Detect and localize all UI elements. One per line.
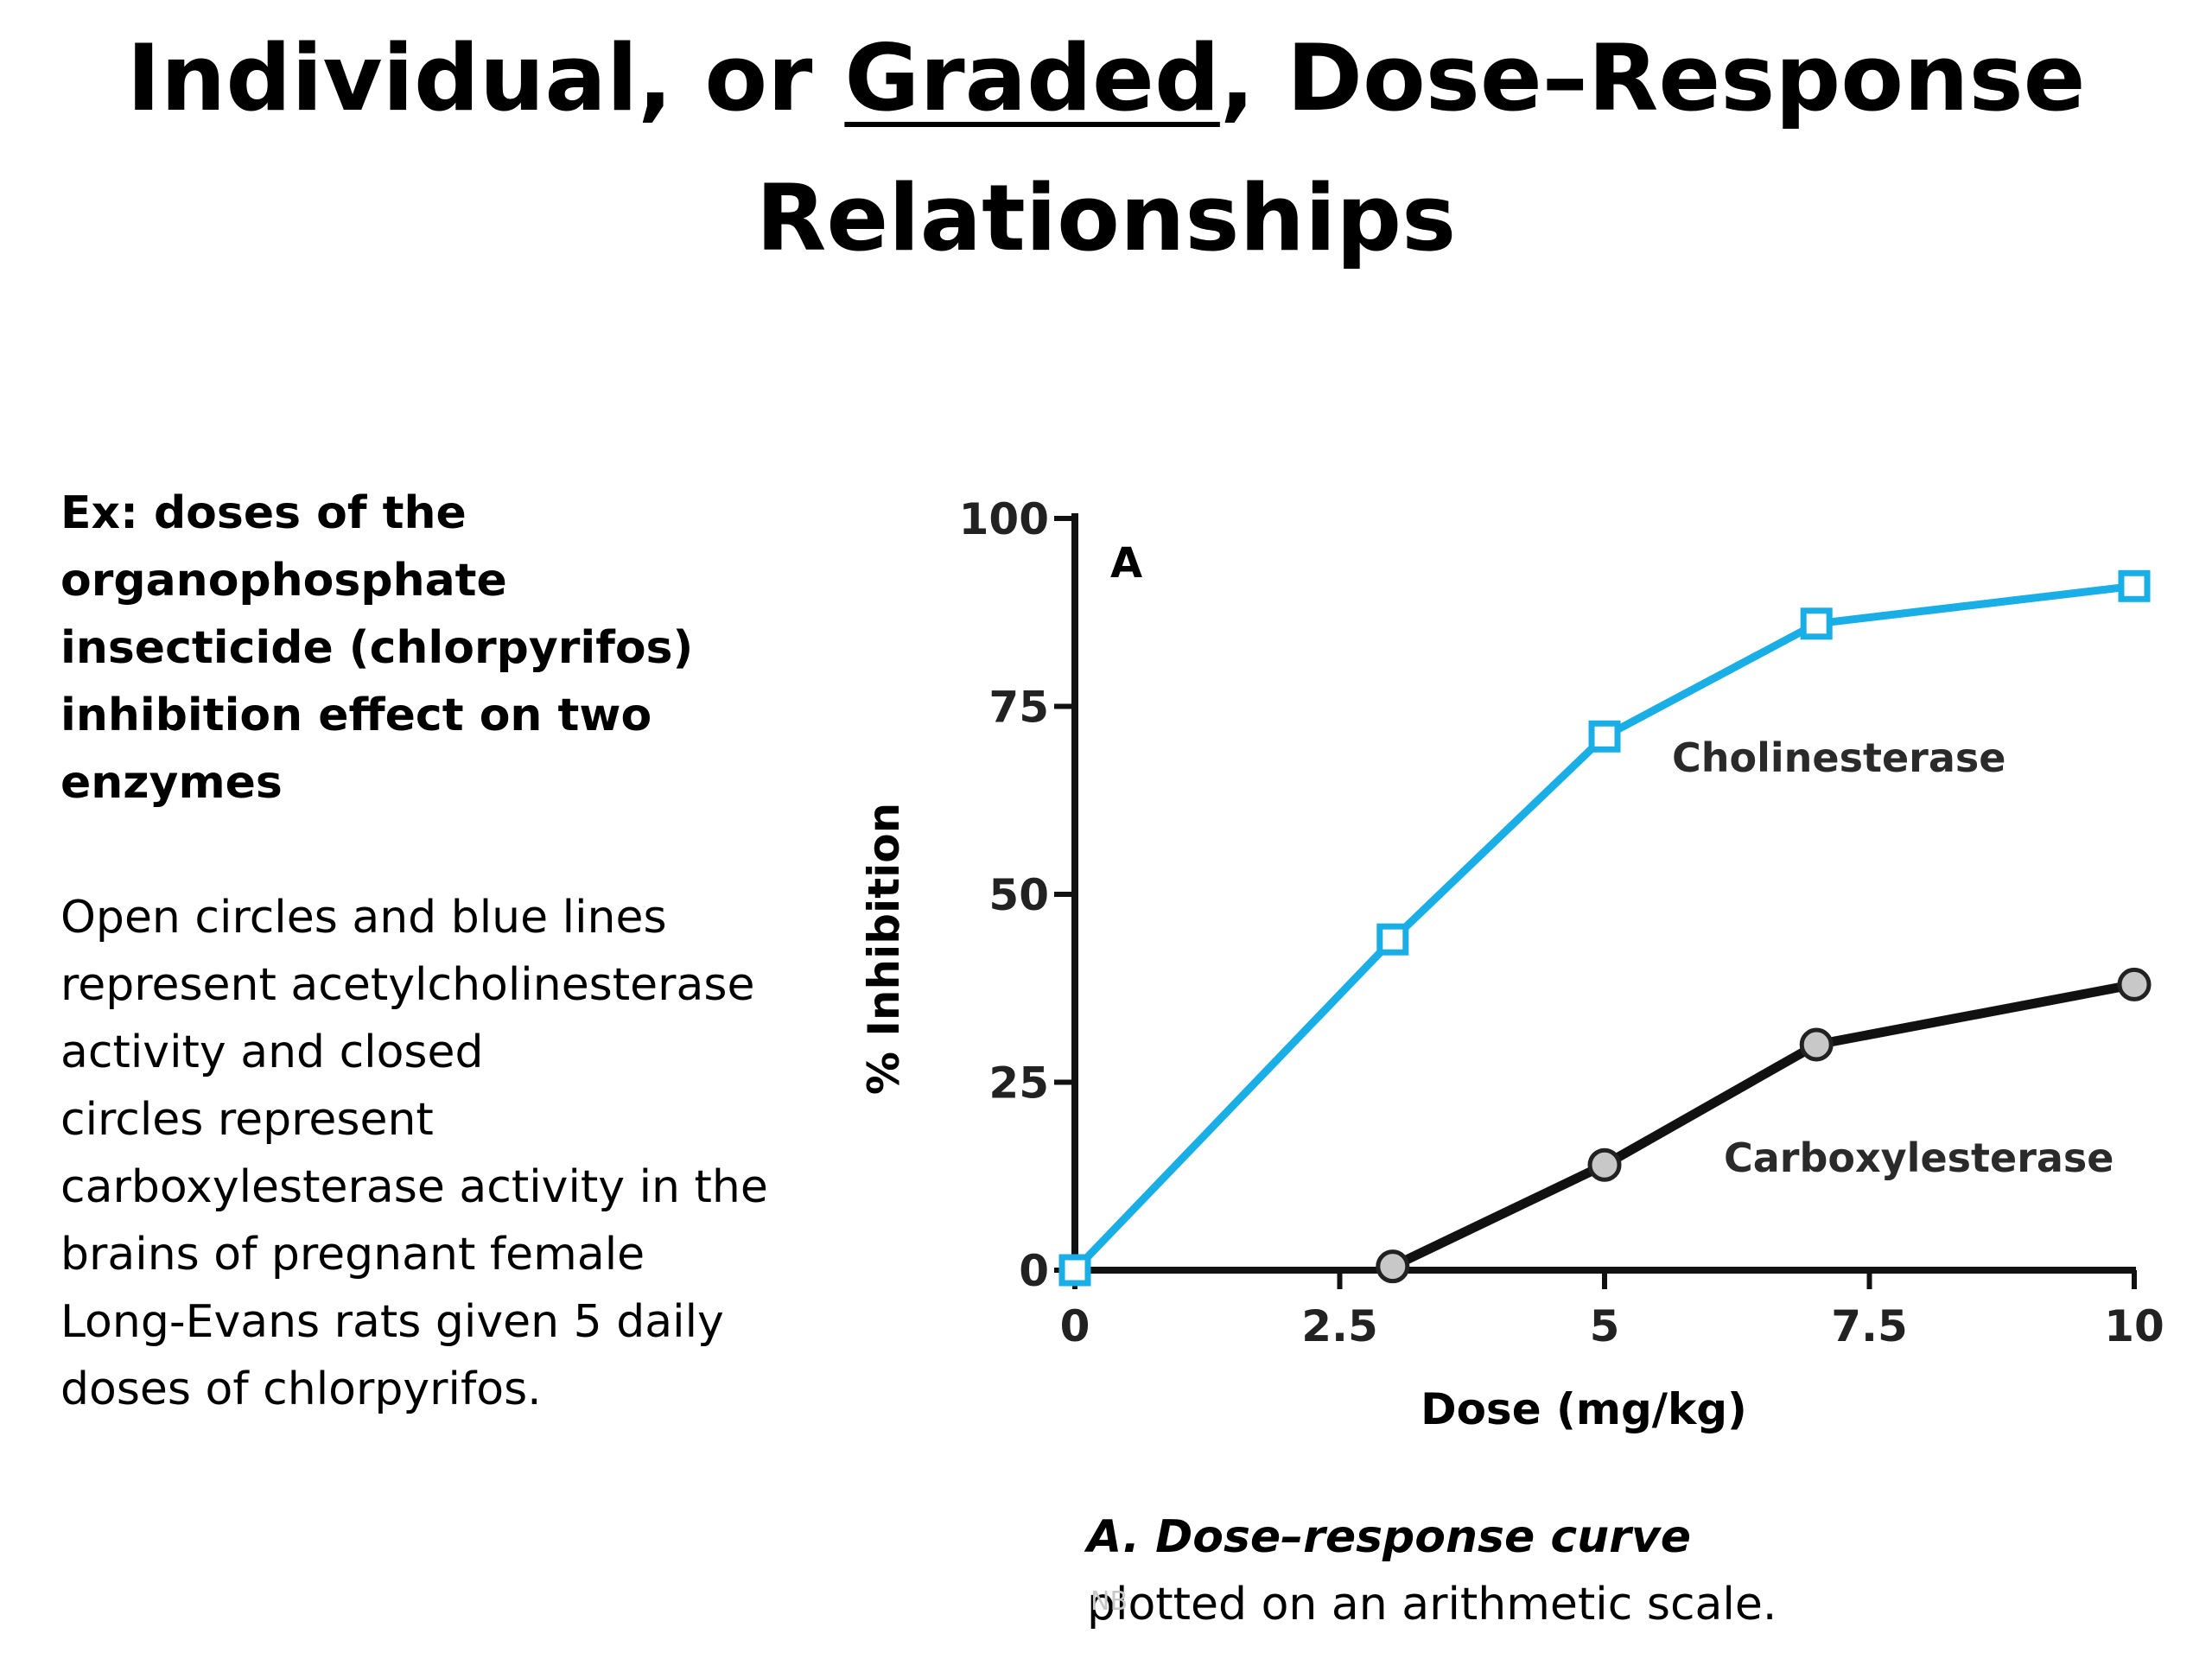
- chart-series: Cholinesterase Carboxylesterase: [1058, 569, 2152, 1287]
- y-tick-label: 100: [959, 494, 1049, 544]
- y-tick-label: 50: [988, 870, 1049, 920]
- description-line: insecticide (chlorpyrifos): [60, 622, 694, 674]
- description-line: Ex: doses of the: [60, 487, 467, 539]
- legend-explanation-line: circles represent: [60, 1094, 434, 1146]
- data-point-carboxylesterase: [1799, 1027, 1834, 1062]
- description-line: enzymes: [60, 757, 283, 809]
- series-label-cholinesterase: Cholinesterase: [1672, 734, 2005, 781]
- description-text: Ex: doses of the organophosphate insecti…: [60, 480, 838, 1423]
- data-point-cholinesterase: [1800, 607, 1833, 640]
- series-line-carboxylesterase: [1390, 979, 2136, 1271]
- data-point-carboxylesterase: [1587, 1147, 1622, 1182]
- caption-text: plotted on an arithmetic scale.: [1087, 1579, 1777, 1630]
- caption-title: A. Dose–response curve: [1087, 1511, 1691, 1563]
- title-line2: Relationships: [755, 165, 1457, 271]
- title-underlined-word: Graded: [844, 25, 1220, 131]
- y-axis-label: % Inhibition: [859, 803, 909, 1095]
- series-label-carboxylesterase: Carboxylesterase: [1724, 1135, 2114, 1181]
- legend-explanation-line: represent acetylcholinesterase: [60, 959, 755, 1011]
- y-tick-label: 0: [1019, 1246, 1049, 1296]
- figure-caption: A. Dose–response curve plotted on an ari…: [1087, 1503, 1951, 1638]
- watermark-text: NB: [1090, 1586, 1128, 1617]
- data-point-cholinesterase: [1376, 923, 1409, 956]
- title-part1: Individual, or: [126, 25, 845, 131]
- description-line: organophosphate: [60, 555, 507, 607]
- legend-explanation-line: doses of chlorpyrifos.: [60, 1363, 542, 1415]
- data-point-carboxylesterase: [2117, 967, 2152, 1001]
- x-tick-label: 2.5: [1301, 1301, 1378, 1351]
- legend-explanation-line: Long-Evans rats given 5 daily: [60, 1296, 724, 1348]
- legend-explanation-line: activity and closed: [60, 1027, 484, 1078]
- chart-axes: 0 25 50 75 100 0 2.5 5 7.5 10: [959, 494, 2164, 1351]
- y-tick-label: 25: [988, 1058, 1049, 1109]
- data-point-carboxylesterase: [1376, 1249, 1410, 1284]
- x-axis-label: Dose (mg/kg): [1421, 1384, 1747, 1434]
- legend-explanation-line: Open circles and blue lines: [60, 892, 667, 944]
- data-point-cholinesterase: [1058, 1254, 1091, 1287]
- description-line: inhibition effect on two: [60, 690, 652, 741]
- legend-explanation-line: brains of pregnant female: [60, 1229, 645, 1281]
- data-point-cholinesterase: [2118, 569, 2151, 602]
- data-point-cholinesterase: [1588, 720, 1621, 753]
- legend-explanation-line: carboxylesterase activity in the: [60, 1161, 768, 1213]
- panel-label: A: [1110, 539, 1142, 588]
- y-tick-label: 75: [988, 683, 1049, 733]
- x-tick-label: 7.5: [1831, 1301, 1908, 1351]
- x-tick-label: 10: [2104, 1301, 2164, 1351]
- x-tick-label: 5: [1590, 1301, 1620, 1351]
- x-tick-label: 0: [1060, 1301, 1090, 1351]
- slide-title: Individual, or Graded, Dose–Response Rel…: [0, 9, 2212, 289]
- title-part2: , Dose–Response: [1219, 25, 2086, 131]
